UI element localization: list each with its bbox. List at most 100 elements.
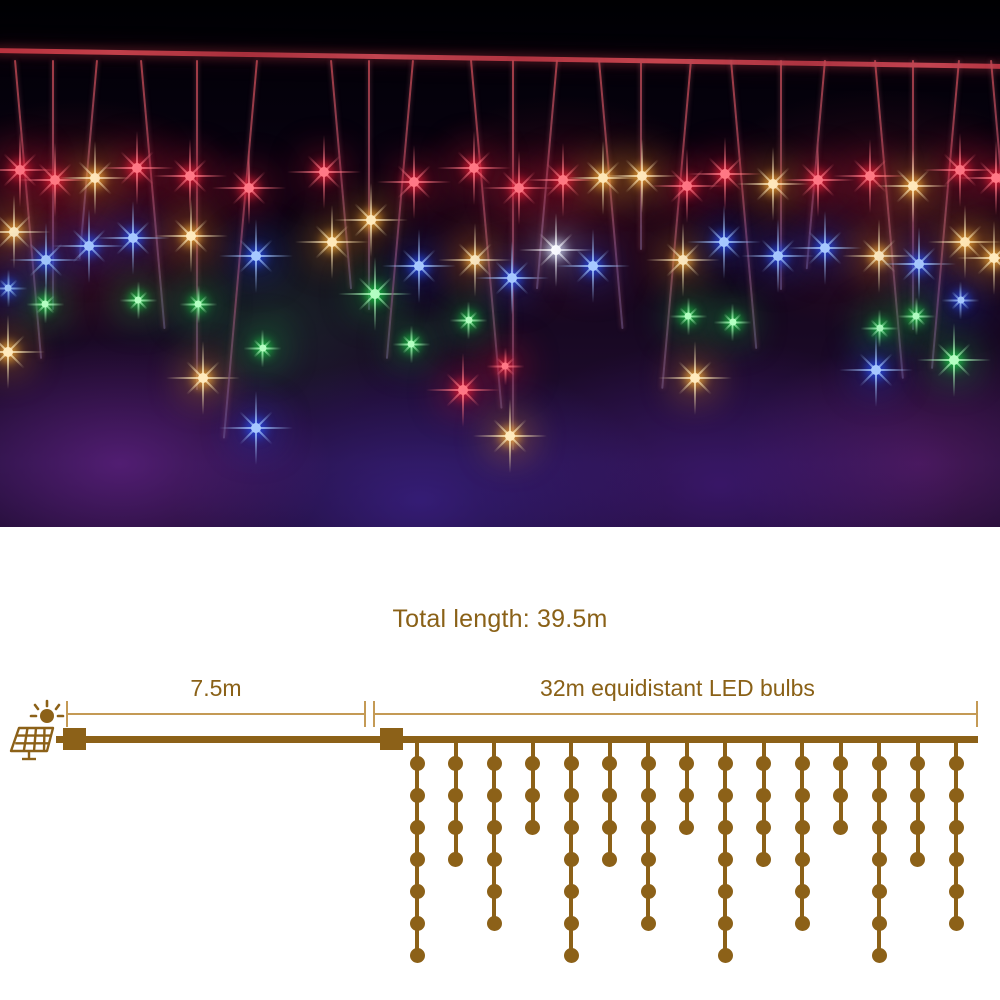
led-bulb-red	[943, 153, 978, 187]
led-bulb-blue	[575, 249, 610, 283]
dimension-tick-mid-right	[373, 701, 375, 727]
led-bulb-red	[707, 157, 742, 191]
led-bulb-red	[669, 169, 704, 203]
led-bulb	[679, 756, 694, 771]
led-bulb	[833, 788, 848, 803]
led-bulb	[448, 852, 463, 867]
strand-wire	[415, 741, 419, 955]
led-bulb	[871, 884, 887, 899]
led-bulb	[486, 788, 502, 803]
led-bulb-red	[397, 165, 432, 199]
led-bulb-red	[852, 159, 887, 193]
dimension-tick-start	[66, 701, 68, 727]
led-bulb-blue	[902, 247, 936, 281]
led-bulb	[794, 916, 810, 931]
led-bulb-red	[456, 151, 491, 185]
led-bulb-red	[545, 163, 580, 197]
led-bulb	[794, 852, 810, 867]
segment-label-lead-cable: 7.5m	[190, 675, 242, 701]
led-bulb	[948, 884, 964, 899]
led-bulb	[948, 852, 964, 867]
led-bulb	[486, 756, 502, 771]
led-bulb	[871, 756, 887, 771]
led-bulb	[409, 884, 425, 899]
total-length-label: Total length: 39.5m	[392, 605, 608, 633]
led-bulb-red	[307, 155, 342, 189]
led-bulb	[794, 788, 810, 803]
led-bulb	[563, 852, 579, 867]
led-bulb-warm	[624, 159, 659, 193]
led-bulb	[717, 788, 733, 803]
led-bulb-blue	[761, 239, 796, 273]
led-bulb-warm	[947, 225, 982, 259]
led-bulb	[794, 884, 810, 899]
led-bulb-blue	[706, 225, 741, 259]
strand-wire	[569, 741, 573, 955]
led-bulb-blue	[495, 261, 530, 295]
led-bulb-white	[538, 233, 573, 267]
led-bulb	[448, 788, 463, 803]
led-bulb-warm	[666, 243, 701, 277]
led-bulb	[948, 756, 964, 771]
connector-box-middle	[380, 728, 403, 750]
led-bulb	[640, 916, 656, 931]
led-bulb	[948, 788, 964, 803]
led-bulb	[563, 788, 579, 803]
strand-wire	[838, 741, 843, 827]
led-bulb	[717, 756, 733, 771]
strand-wire	[761, 741, 766, 859]
led-bulb	[563, 756, 579, 771]
strand-wire	[453, 741, 458, 859]
led-bulb-blue	[807, 231, 842, 265]
led-bulb	[525, 788, 540, 803]
led-bulb-warm	[458, 243, 493, 277]
led-bulb	[640, 820, 656, 835]
main-cable	[56, 736, 978, 743]
led-bulb-green	[723, 312, 742, 332]
led-bulb-warm	[678, 361, 713, 395]
led-bulb	[679, 788, 694, 803]
led-bulb-red	[3, 153, 38, 187]
led-bulb	[948, 916, 964, 931]
led-bulb	[756, 788, 771, 803]
led-bulb	[409, 820, 425, 835]
led-bulb	[409, 756, 425, 771]
led-bulb-blue	[28, 243, 63, 277]
led-bulb-warm	[315, 225, 350, 259]
led-bulb	[409, 916, 425, 931]
led-bulb-blue	[116, 221, 151, 255]
led-bulb	[640, 756, 656, 771]
dimension-tick-end	[976, 701, 978, 727]
led-bulb-warm	[185, 361, 220, 395]
led-bulb-blue	[951, 290, 971, 310]
dimension-diagram: Total length: 39.5m 7.5m 32m equidistant…	[0, 527, 1000, 1000]
led-bulb	[756, 820, 771, 835]
led-bulb	[717, 852, 733, 867]
led-bulb	[833, 820, 848, 835]
led-bulb	[602, 852, 617, 867]
strand-wire	[684, 741, 689, 827]
led-bulb	[948, 820, 964, 835]
led-bulb	[563, 948, 579, 963]
strand-cord	[196, 60, 198, 390]
led-bulb-red	[800, 163, 835, 197]
led-bulb	[871, 948, 887, 963]
strand-wire	[646, 741, 650, 923]
led-bulb-warm	[0, 215, 32, 249]
led-bulb-blue	[239, 411, 274, 445]
led-bulb-blue	[401, 249, 436, 283]
led-bulb-red	[446, 373, 481, 407]
led-bulb	[640, 852, 656, 867]
led-bulb	[486, 852, 502, 867]
led-bulb-green	[402, 334, 421, 354]
led-bulb-blue	[0, 278, 18, 298]
led-bulb-warm	[78, 161, 113, 195]
strand-wire	[954, 741, 958, 923]
led-bulb	[602, 820, 617, 835]
led-bulb-warm	[895, 169, 930, 203]
led-bulb	[679, 820, 694, 835]
led-bulb	[563, 820, 579, 835]
led-bulb	[640, 884, 656, 899]
led-bulb	[448, 820, 463, 835]
